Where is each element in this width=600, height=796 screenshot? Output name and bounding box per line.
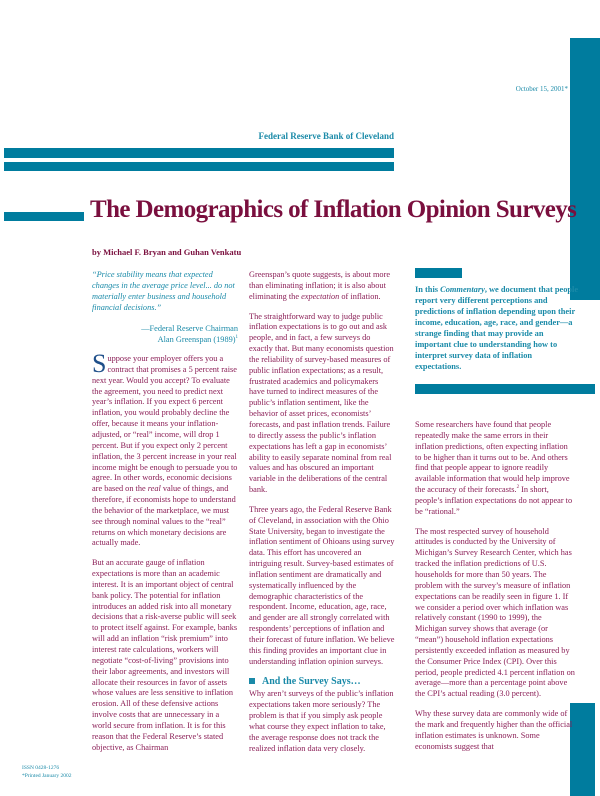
- paragraph: Three years ago, the Federal Reserve Ban…: [249, 504, 395, 666]
- issn: ISSN 0428-1276: [22, 765, 60, 771]
- column-1: “Price stability means that expected cha…: [92, 270, 238, 762]
- header-rule-1: [4, 148, 394, 158]
- paragraph: Why these survey data are commonly wide …: [415, 709, 573, 751]
- column-2: Greenspan’s quote suggests, is about mor…: [249, 270, 395, 763]
- epigraph-quote: “Price stability means that expected cha…: [92, 270, 235, 312]
- publication-date: October 15, 2001*: [515, 85, 568, 93]
- summary-top-bar: [415, 268, 462, 278]
- right-edge-bar-top: [570, 38, 600, 300]
- column-3: Some researchers have found that people …: [415, 420, 575, 761]
- paragraph-text: of inflation.: [339, 291, 381, 301]
- summary-box: In this Commentary, we document that peo…: [415, 284, 580, 372]
- footnote-ref-1[interactable]: 1: [235, 335, 239, 341]
- footnote-ref-2[interactable]: 2: [516, 485, 520, 491]
- organization-name: Federal Reserve Bank of Cleveland: [258, 131, 394, 141]
- article-title: The Demographics of Inflation Opinion Su…: [90, 196, 577, 223]
- summary-bottom-bar: [415, 384, 595, 394]
- reprint-note: *Printed January 2002: [22, 773, 72, 779]
- byline: by Michael F. Bryan and Guhan Venkatu: [92, 247, 242, 257]
- paragraph: The most respected survey of household a…: [415, 526, 575, 699]
- paragraph: Some researchers have found that people …: [415, 420, 575, 518]
- paragraph-text: In short, people’s inflation expectation…: [415, 485, 573, 516]
- footer: ISSN 0428-1276 *Printed January 2002: [22, 764, 72, 780]
- paragraph: But an accurate gauge of inflation expec…: [92, 558, 238, 752]
- paragraph: The straightforward way to judge public …: [249, 311, 394, 495]
- summary-text: , we document that people report very di…: [415, 285, 579, 371]
- emphasis: Commentary: [440, 285, 485, 294]
- right-edge-bar-bottom: [570, 703, 595, 796]
- emphasis: real: [147, 484, 161, 494]
- drop-cap: S: [92, 349, 107, 379]
- paragraph-text: value of things, and therefore, if econo…: [92, 484, 236, 548]
- summary-text: In this: [415, 285, 441, 294]
- square-bullet-icon: [249, 678, 255, 685]
- title-rule: [4, 212, 84, 221]
- epigraph-attribution: —Federal Reserve Chairman Alan Greenspan…: [92, 324, 238, 346]
- section-heading: And the Survey Says…: [249, 675, 395, 688]
- section-heading-text: And the Survey Says…: [262, 675, 361, 687]
- attribution-line-2: Alan Greenspan (1989): [157, 335, 236, 345]
- header-rule-2: [4, 162, 394, 171]
- paragraph-text: Some researchers have found that people …: [415, 420, 570, 495]
- emphasis: expectation: [301, 291, 340, 301]
- paragraph-text: uppose your employer offers you a contra…: [92, 354, 238, 494]
- paragraph: Why aren’t surveys of the public’s infla…: [249, 689, 394, 753]
- attribution-line-1: —Federal Reserve Chairman: [141, 324, 238, 334]
- paragraph: Greenspan’s quote suggests, is about mor…: [249, 270, 395, 303]
- paragraph-text: Greenspan’s quote suggests, is about mor…: [249, 270, 391, 301]
